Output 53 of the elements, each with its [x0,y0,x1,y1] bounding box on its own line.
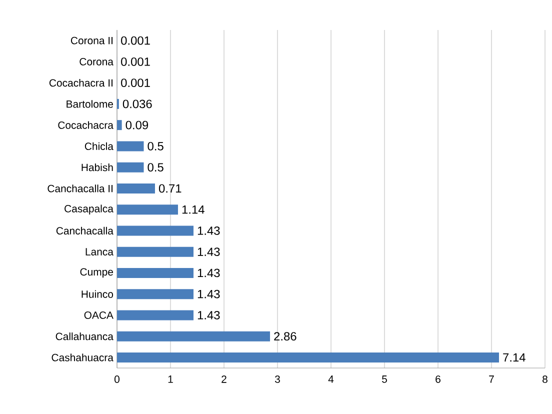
y-tick-label: Cocachacra II [49,78,112,87]
y-tick-label: Cumpe [80,268,113,278]
data-label: 1.43 [198,310,220,320]
data-label: 1.43 [198,268,220,278]
data-label: 1.43 [198,226,220,235]
bar [117,246,194,257]
y-tick-label: Canchacalla [56,226,114,235]
x-tick-label: 0 [114,376,120,383]
data-label: 0.71 [158,184,182,193]
x-tick-label: 6 [436,376,440,383]
y-tick-label: Bartolome [66,100,113,108]
data-label: 0.001 [121,78,150,88]
y-tick-label: Canchacalla II [48,184,112,192]
bar [117,289,194,300]
y-tick-label: Corona [80,58,114,66]
x-tick-label: 2 [222,376,226,383]
y-tick-label: Chicla [84,142,114,150]
data-label: 0.5 [148,142,164,150]
data-label: 0.001 [121,57,150,66]
x-tick-label: 5 [382,376,387,383]
x-tick-label: 4 [328,376,334,383]
y-tick-label: Corona II [70,36,112,44]
bar [117,331,270,342]
data-label: 0.001 [121,36,150,45]
bar [117,268,194,278]
data-label: 1.14 [182,205,204,214]
data-label: 0.036 [122,100,152,108]
bar [117,352,499,362]
y-tick-label: Cocachacra [58,121,114,129]
bar [117,141,144,152]
bar [117,120,122,130]
bar [117,162,144,172]
x-tick-label: 1 [168,376,173,383]
data-label: 2.86 [274,332,296,341]
y-tick-label: Habish [82,163,113,172]
data-label: 0.5 [148,163,164,172]
bar [117,183,155,194]
y-tick-label: OACA [84,311,114,319]
bar [117,226,194,236]
x-tick-label: 8 [542,376,548,383]
bar [117,310,194,320]
y-tick-label: Huinco [82,290,114,298]
x-tick-label: 3 [274,376,280,383]
x-tick-label: 7 [489,376,494,383]
y-tick-label: Casapalca [64,204,114,214]
data-label: 0.09 [126,120,148,130]
data-label: 7.14 [503,353,526,362]
data-label: 1.43 [198,290,220,298]
y-tick-label: Callahuanca [56,332,114,340]
bar [117,204,178,215]
data-label: 1.43 [198,248,220,256]
y-tick-label: Lanca [86,248,114,256]
y-tick-label: Cashahuacra [52,354,114,362]
